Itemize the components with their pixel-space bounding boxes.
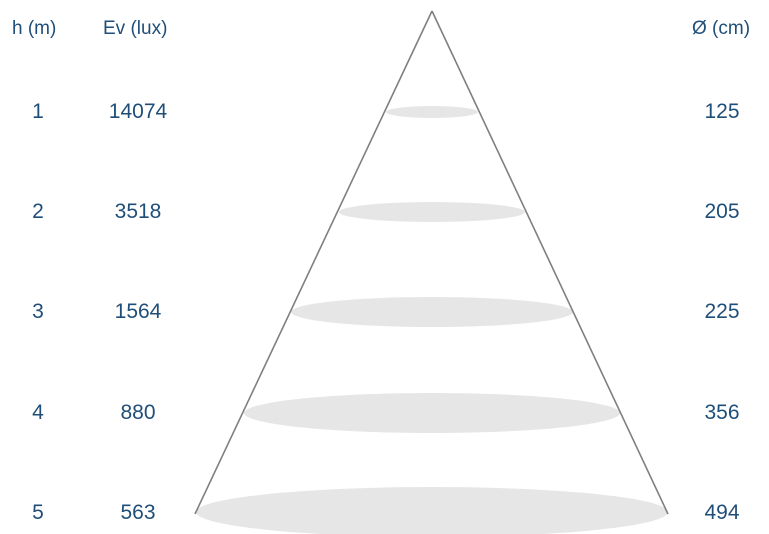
illuminance-header: Ev (lux) (103, 18, 168, 39)
diameter-value: 494 (704, 501, 740, 524)
light-spot-3 (291, 297, 573, 327)
cone-left-edge (194, 10, 433, 515)
diameter-value: 125 (704, 100, 740, 123)
height-value: 4 (32, 401, 44, 424)
diameter-value: 356 (704, 401, 740, 424)
height-value: 1 (32, 100, 44, 123)
height-header: h (m) (12, 18, 57, 39)
illuminance-value: 3518 (114, 200, 162, 223)
illuminance-value: 880 (120, 401, 156, 424)
cone-right-edge (431, 10, 669, 515)
height-value: 5 (32, 501, 44, 524)
light-spot-5 (196, 487, 668, 534)
diameter-value: 225 (704, 300, 740, 323)
diameter-header: Ø (cm) (692, 18, 751, 39)
illuminance-value: 563 (120, 501, 156, 524)
illuminance-value: 1564 (114, 300, 162, 323)
light-spot-2 (339, 202, 525, 222)
diameter-value: 205 (704, 200, 740, 223)
light-spot-1 (386, 106, 478, 118)
light-spot-4 (244, 393, 620, 433)
height-value: 2 (32, 200, 44, 223)
illuminance-value: 14074 (108, 100, 168, 123)
height-value: 3 (32, 300, 44, 323)
